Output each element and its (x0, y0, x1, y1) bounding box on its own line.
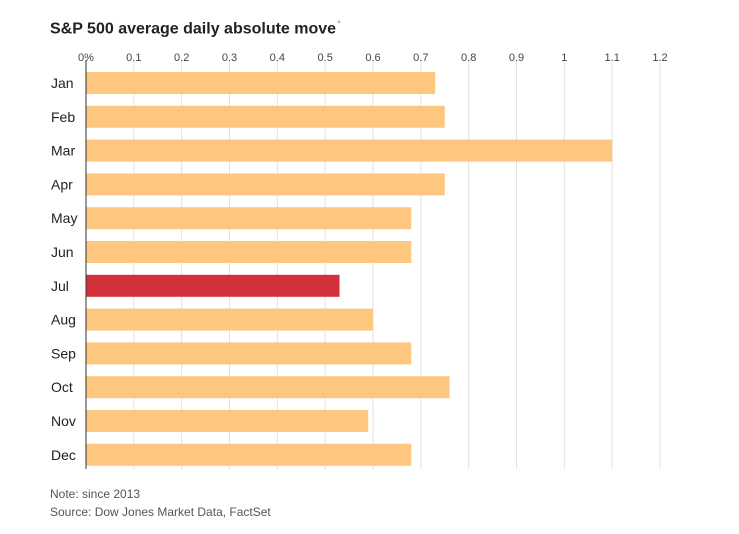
category-label: Jul (51, 278, 69, 294)
x-tick-label: 0.5 (318, 52, 333, 64)
bars (86, 72, 613, 466)
category-label: Feb (51, 109, 75, 125)
x-tick-label: 0% (78, 52, 94, 64)
bar-mar (86, 139, 613, 162)
x-tick-label: 0.7 (413, 52, 428, 64)
x-tick-label: 1 (561, 52, 567, 64)
category-label: Oct (51, 379, 73, 395)
bar-dec (86, 443, 412, 466)
bar-sep (86, 342, 412, 365)
x-tick-label: 0.9 (509, 52, 524, 64)
bar-aug (86, 308, 373, 331)
bar-jun (86, 241, 412, 263)
bar-oct (86, 376, 450, 399)
category-label: Jan (51, 75, 74, 91)
x-tick-label: 0.8 (461, 52, 476, 64)
bar-may (86, 207, 412, 230)
chart-source: Source: Dow Jones Market Data, FactSet (50, 505, 271, 519)
bar-feb (86, 105, 445, 128)
category-label: Nov (51, 413, 76, 429)
gridlines (133, 60, 661, 469)
x-tick-labels: 0% 0.1 0.2 0.3 0.4 0.5 0.6 0.7 0.8 0.9 1 1.1 1.2 (78, 52, 668, 64)
chart-title-text: S&P 500 average daily absolute move (50, 20, 337, 38)
x-tick-label: 1.1 (605, 52, 620, 64)
x-tick-label: 0.6 (365, 52, 380, 64)
chart-note: Note: since 2013 (50, 487, 141, 501)
title-marker: ° (337, 19, 341, 29)
chart-title: S&P 500 average daily absolute move° (50, 19, 341, 38)
x-tick-label: 0.4 (270, 52, 285, 64)
category-label: Jun (51, 244, 74, 260)
category-label: Sep (51, 345, 76, 361)
bar-nov (86, 410, 369, 432)
bar-jan (86, 72, 436, 94)
bar-jul (86, 274, 340, 297)
category-label: Aug (51, 312, 76, 328)
x-tick-label: 0.2 (174, 52, 189, 64)
bar-chart: 0% 0.1 0.2 0.3 0.4 0.5 0.6 0.7 0.8 0.9 1 1.1 1.2 Jan… (51, 52, 668, 469)
category-label: Mar (51, 143, 75, 159)
x-tick-label: 1.2 (652, 52, 667, 64)
category-label: Apr (51, 176, 73, 192)
x-tick-label: 0.1 (126, 52, 141, 64)
category-labels: Jan Feb Mar Apr May Jun Jul Aug Sep Oct Nov Dec (51, 75, 77, 463)
category-label: Dec (51, 447, 76, 463)
x-tick-label: 0.3 (222, 52, 237, 64)
bar-apr (86, 173, 445, 196)
category-label: May (51, 210, 77, 226)
